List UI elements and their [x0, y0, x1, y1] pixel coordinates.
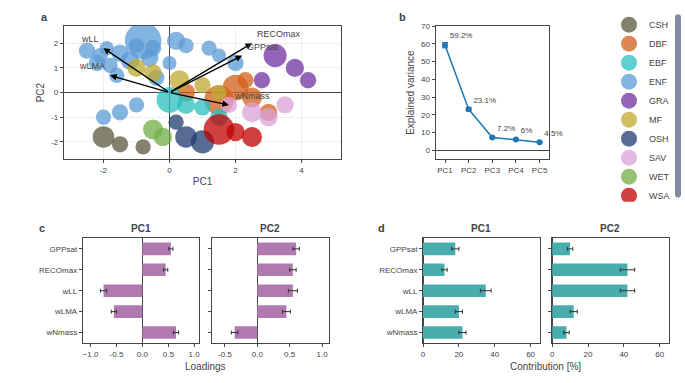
- svg-text:d: d: [378, 222, 385, 234]
- svg-text:PC2: PC2: [35, 82, 46, 102]
- svg-text:−1.0: −1.0: [83, 350, 99, 359]
- svg-text:70: 70: [421, 22, 430, 31]
- svg-text:-1: -1: [51, 113, 59, 122]
- svg-text:CSH: CSH: [649, 20, 668, 30]
- svg-text:a: a: [41, 11, 48, 23]
- svg-text:GRA: GRA: [649, 96, 669, 106]
- svg-text:1.0: 1.0: [189, 350, 201, 359]
- svg-text:1: 1: [54, 64, 59, 73]
- svg-text:RECOmax: RECOmax: [379, 266, 417, 275]
- svg-text:PC2: PC2: [461, 166, 477, 175]
- svg-text:PC3: PC3: [485, 166, 501, 175]
- svg-text:30: 30: [421, 93, 430, 102]
- svg-text:20: 20: [454, 350, 463, 359]
- svg-text:wNmass: wNmass: [46, 328, 78, 337]
- svg-text:60: 60: [526, 350, 535, 359]
- svg-text:RECOmax: RECOmax: [39, 266, 77, 275]
- svg-text:MF: MF: [649, 115, 662, 125]
- svg-text:20: 20: [421, 111, 430, 120]
- svg-text:23.1%: 23.1%: [473, 96, 496, 105]
- svg-text:SAV: SAV: [649, 153, 666, 163]
- svg-text:4: 4: [299, 166, 304, 175]
- svg-text:6%: 6%: [521, 126, 533, 135]
- svg-text:0: 0: [421, 350, 426, 359]
- svg-text:c: c: [39, 222, 45, 234]
- svg-text:0: 0: [167, 166, 172, 175]
- svg-text:0.5: 0.5: [284, 350, 296, 359]
- svg-text:ENF: ENF: [649, 77, 668, 87]
- svg-text:PC4: PC4: [508, 166, 524, 175]
- svg-text:2: 2: [233, 166, 238, 175]
- svg-text:GPPsat: GPPsat: [50, 245, 78, 254]
- svg-text:Explained variance: Explained variance: [405, 50, 416, 135]
- svg-text:WSA: WSA: [649, 191, 670, 201]
- svg-text:wLMA: wLMA: [54, 307, 78, 316]
- svg-text:RECOmax: RECOmax: [257, 29, 301, 39]
- svg-text:50: 50: [421, 57, 430, 66]
- svg-text:wNmass: wNmass: [234, 91, 270, 101]
- svg-text:7.2%: 7.2%: [497, 124, 515, 133]
- svg-text:PC2: PC2: [260, 223, 280, 234]
- svg-text:DBF: DBF: [649, 39, 668, 49]
- svg-text:0: 0: [550, 350, 555, 359]
- svg-text:PC1: PC1: [193, 176, 213, 187]
- svg-text:GPPsat: GPPsat: [247, 42, 279, 52]
- svg-text:60: 60: [421, 40, 430, 49]
- svg-text:4.5%: 4.5%: [544, 129, 562, 138]
- svg-text:10: 10: [421, 128, 430, 137]
- svg-text:PC1: PC1: [437, 166, 453, 175]
- svg-text:40: 40: [619, 350, 628, 359]
- svg-text:0.0: 0.0: [252, 350, 264, 359]
- svg-text:-0.5: -0.5: [218, 350, 232, 359]
- svg-text:wNmass: wNmass: [386, 328, 418, 337]
- svg-text:59.2%: 59.2%: [450, 31, 473, 40]
- svg-text:WET: WET: [649, 172, 669, 182]
- svg-text:60: 60: [655, 350, 664, 359]
- svg-text:PC5: PC5: [532, 166, 548, 175]
- svg-text:-2: -2: [100, 166, 108, 175]
- svg-text:1.0: 1.0: [316, 350, 328, 359]
- svg-text:PC2: PC2: [600, 223, 620, 234]
- svg-text:0.5: 0.5: [163, 350, 175, 359]
- svg-text:wLL: wLL: [62, 287, 78, 296]
- svg-text:PC1: PC1: [131, 223, 151, 234]
- svg-text:PC1: PC1: [471, 223, 491, 234]
- svg-text:0.0: 0.0: [137, 350, 149, 359]
- svg-text:40: 40: [421, 75, 430, 84]
- svg-text:-2: -2: [51, 138, 59, 147]
- svg-text:40: 40: [490, 350, 499, 359]
- svg-text:20: 20: [584, 350, 593, 359]
- svg-text:GPPsat: GPPsat: [390, 245, 418, 254]
- svg-text:wLMA: wLMA: [79, 61, 105, 71]
- svg-text:OSH: OSH: [649, 134, 669, 144]
- svg-text:-0.5: -0.5: [110, 350, 124, 359]
- svg-text:b: b: [399, 11, 406, 23]
- svg-text:Loadings: Loadings: [185, 361, 226, 372]
- svg-text:Contribution [%]: Contribution [%]: [510, 361, 581, 372]
- svg-text:wLL: wLL: [81, 34, 99, 44]
- svg-text:0: 0: [426, 146, 431, 155]
- svg-text:2: 2: [54, 39, 59, 48]
- svg-text:EBF: EBF: [649, 58, 667, 68]
- svg-text:wLMA: wLMA: [394, 307, 418, 316]
- svg-text:0: 0: [54, 88, 59, 97]
- svg-text:wLL: wLL: [402, 287, 418, 296]
